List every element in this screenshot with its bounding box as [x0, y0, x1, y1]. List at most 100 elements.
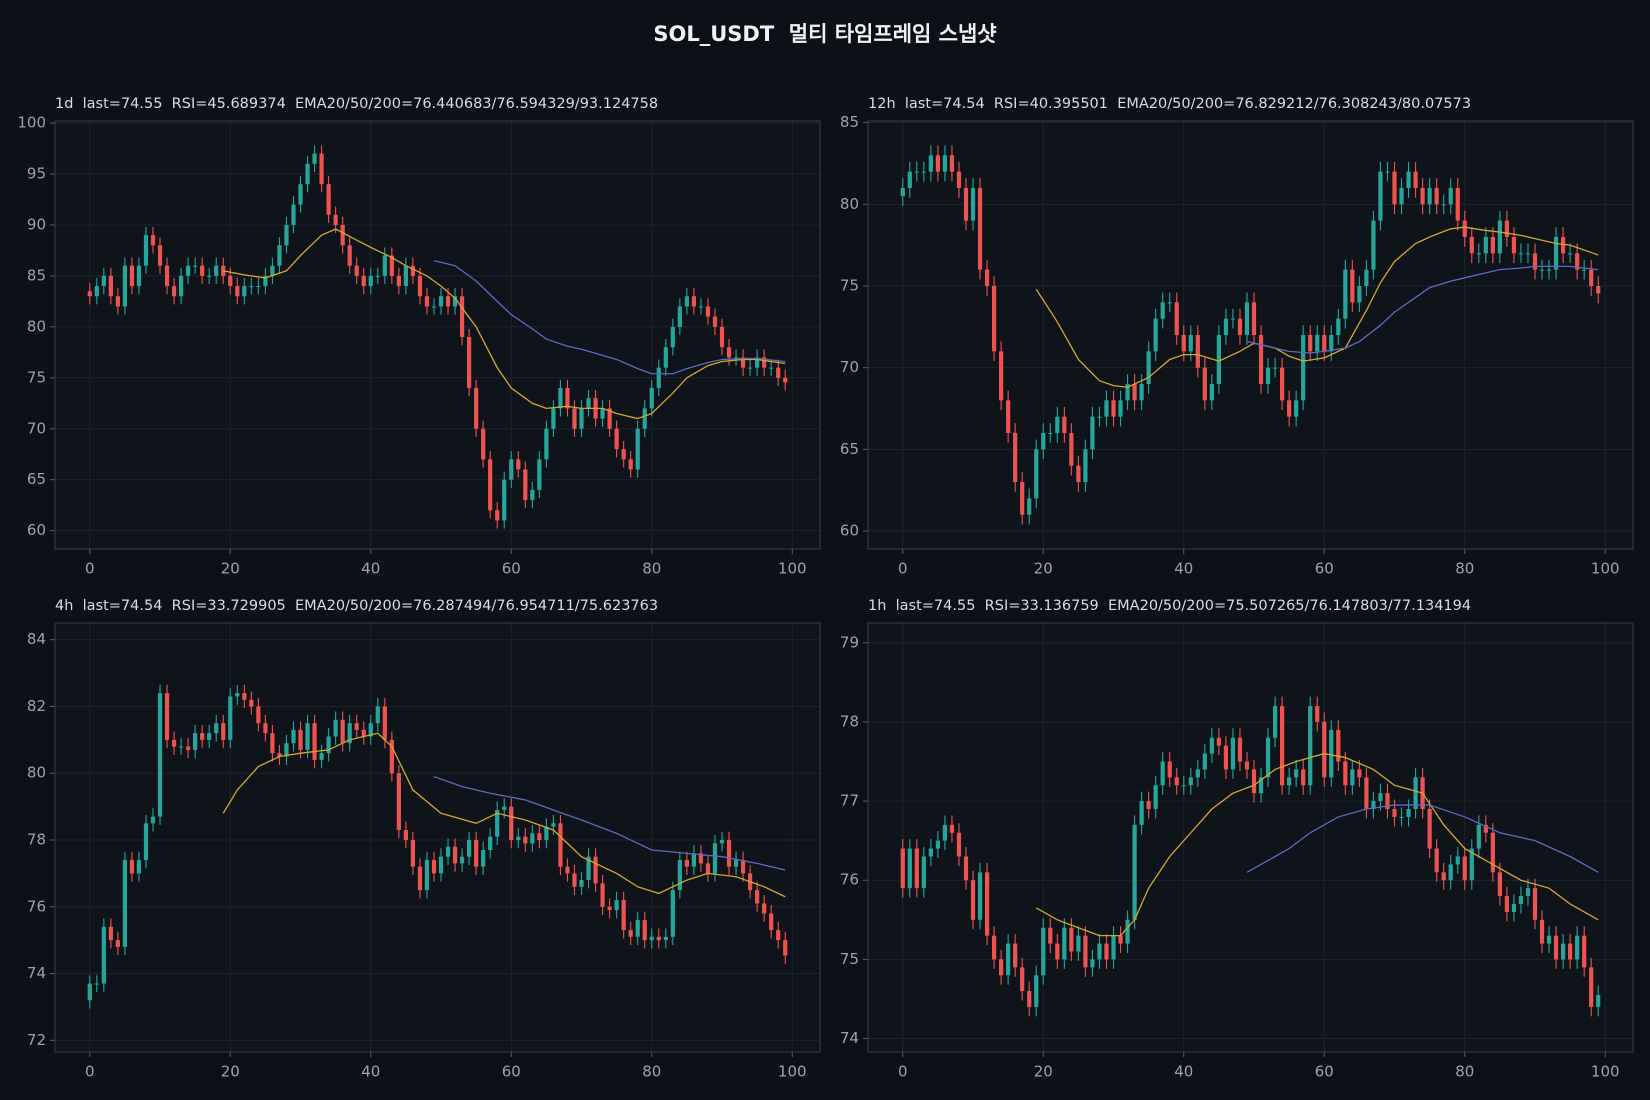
candle-body	[1125, 919, 1130, 944]
ema-line	[1035, 752, 1599, 937]
axes-frame	[867, 622, 1634, 1053]
candle-body	[642, 408, 647, 429]
x-tick-label: 20	[1034, 1063, 1053, 1081]
y-tick-label: 70	[27, 419, 46, 437]
candle-body	[502, 806, 507, 810]
candle-body	[1020, 482, 1025, 515]
candle-body	[1350, 769, 1355, 786]
candle-body	[1483, 824, 1488, 833]
candle-body	[949, 155, 955, 172]
candle-body	[319, 753, 324, 760]
candle-body	[263, 723, 268, 734]
candle-body	[921, 856, 926, 889]
candle-body	[656, 936, 661, 941]
candle-body	[1357, 769, 1362, 778]
candle-body	[1062, 927, 1067, 960]
candle-body	[984, 269, 990, 286]
candle-body	[907, 848, 912, 889]
x-tick-label: 60	[1315, 1063, 1334, 1081]
candle-body	[642, 920, 647, 941]
candle-body	[733, 860, 739, 867]
x-tick-label: 60	[502, 1063, 521, 1081]
candle-body	[628, 459, 633, 470]
candle-body	[361, 729, 366, 737]
candle-body	[171, 286, 177, 297]
candle-body	[1483, 236, 1488, 254]
candle-body	[1575, 253, 1580, 270]
candle-body	[1223, 318, 1229, 335]
candle-body	[1575, 935, 1580, 960]
candle-body	[1497, 872, 1502, 897]
candle-body	[1034, 449, 1039, 499]
x-tick-label: 80	[1455, 560, 1474, 578]
candle-body	[495, 809, 500, 837]
candle-body	[403, 829, 408, 841]
candle-body	[136, 860, 142, 874]
candle-body	[298, 729, 303, 750]
candle-body	[1272, 706, 1278, 738]
candle-body	[677, 306, 682, 327]
candle-body	[445, 296, 451, 307]
candle-body	[1448, 864, 1453, 881]
candle-body	[467, 840, 472, 857]
candle-body	[1350, 269, 1355, 303]
y-tick-label: 60	[840, 522, 859, 540]
candle-body	[551, 823, 556, 827]
y-tick-label: 65	[27, 470, 46, 488]
candle-body	[1251, 769, 1257, 794]
candle-body	[1076, 465, 1081, 483]
candle-body	[1294, 400, 1299, 417]
candle-body	[1027, 991, 1032, 1007]
y-tick-label: 90	[27, 215, 46, 233]
candle-body	[579, 408, 584, 429]
candle-body	[999, 351, 1004, 401]
candle-body	[1434, 848, 1439, 873]
candle-body	[1055, 416, 1060, 434]
candle-body	[403, 265, 408, 287]
candle-body	[900, 848, 905, 889]
candle-body	[1153, 785, 1158, 810]
candle-body	[94, 983, 99, 985]
candle-body	[1315, 335, 1320, 352]
candle-body	[1146, 801, 1151, 810]
candle-body	[452, 296, 458, 307]
candle-body	[776, 367, 781, 378]
panel-title: 12h last=74.54 RSI=40.395501 EMA20/50/20…	[868, 96, 1471, 112]
candle-body	[136, 265, 142, 287]
x-tick-label: 100	[778, 560, 807, 578]
y-tick-label: 78	[840, 712, 859, 730]
candle-body	[670, 326, 675, 348]
candle-body	[1209, 384, 1214, 401]
candle-body	[1041, 927, 1046, 976]
x-tick-label: 40	[1174, 1063, 1193, 1081]
candle-body	[319, 153, 324, 185]
candle-body	[509, 459, 514, 480]
candle-body	[551, 408, 556, 429]
candle-body	[1413, 171, 1418, 188]
candle-body	[157, 693, 163, 817]
candle-body	[1553, 236, 1559, 270]
candle-body	[942, 824, 948, 841]
candle-body	[1020, 967, 1025, 992]
candle-body	[1118, 400, 1123, 417]
ema-line	[222, 732, 786, 898]
candle-body	[1539, 269, 1545, 271]
candle-body	[684, 860, 689, 867]
candle-body	[656, 367, 661, 388]
candle-body	[1329, 729, 1334, 778]
candle-body	[389, 255, 394, 276]
y-tick-label: 80	[840, 195, 859, 213]
candle-body	[1167, 761, 1172, 778]
candle-body	[1343, 269, 1348, 319]
y-tick-label: 65	[840, 440, 859, 458]
panel-title: 1h last=74.55 RSI=33.136759 EMA20/50/200…	[868, 598, 1471, 614]
candle-body	[1181, 785, 1186, 787]
y-tick-label: 80	[27, 317, 46, 335]
candle-body	[1406, 171, 1411, 188]
candle-body	[270, 265, 275, 276]
candle-body	[424, 860, 430, 891]
candle-body	[1160, 761, 1165, 786]
candle-body	[530, 833, 535, 844]
candle-body	[600, 408, 605, 419]
